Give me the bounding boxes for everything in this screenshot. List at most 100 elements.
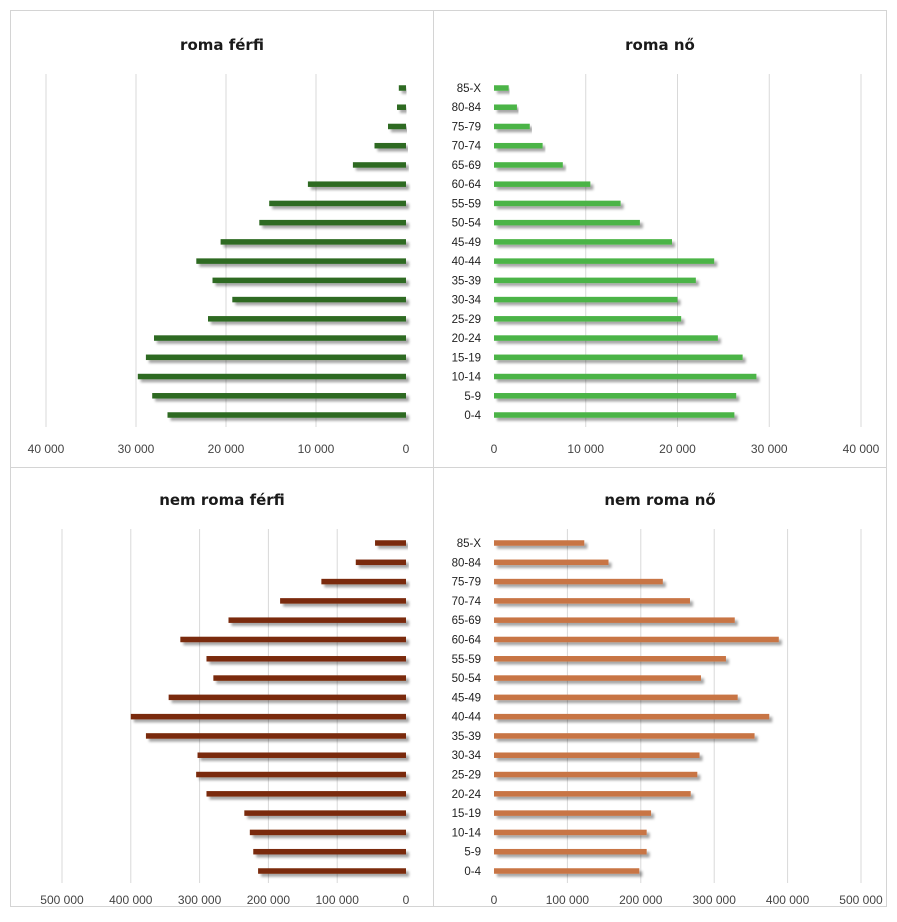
bar-25-29 [196, 771, 406, 778]
bar-75-79 [494, 123, 530, 130]
category-label: 10-14 [452, 827, 482, 839]
bar-60-64 [307, 181, 406, 187]
x-tick-label: 400 000 [109, 893, 153, 907]
panel-roma-ferfi: roma férfi 0 10 000 20 000 30 000 40 000 [28, 36, 410, 456]
bar-20-24 [154, 335, 406, 341]
x-tick-label: 100 000 [316, 893, 360, 907]
category-label: 15-19 [452, 808, 481, 820]
bar-85-X [375, 540, 406, 546]
x-tick-label: 30 000 [118, 442, 155, 456]
bar-10-14 [137, 373, 407, 380]
x-tick-label: 10 000 [567, 442, 604, 456]
x-tick-label: 100 000 [546, 893, 590, 907]
x-tick-label: 20 000 [659, 442, 696, 456]
bar-35-39 [494, 733, 755, 739]
chart-title: roma nő [625, 36, 695, 54]
x-tick-label: 40 000 [28, 442, 65, 456]
bar-30-34 [494, 752, 700, 758]
x-tick-label: 400 000 [766, 893, 810, 907]
bar-5-9 [494, 393, 737, 399]
bar-25-29 [494, 316, 682, 322]
x-tick-label: 500 000 [839, 893, 883, 907]
category-label: 50-54 [452, 218, 482, 230]
bar-55-59 [269, 200, 406, 207]
bar-70-74 [280, 598, 406, 604]
figure-frame [10, 10, 887, 907]
bar-15-19 [494, 354, 743, 361]
category-label: 0-4 [464, 410, 481, 422]
category-label: 55-59 [452, 654, 481, 666]
x-tick-label: 0 [491, 442, 498, 456]
bar-40-44 [494, 258, 715, 264]
category-label: 35-39 [452, 275, 481, 287]
bar-85-X [398, 85, 406, 91]
category-label: 85-X [457, 83, 482, 95]
x-tick-label: 20 000 [208, 442, 245, 456]
category-label: 35-39 [452, 731, 481, 743]
bar-45-49 [220, 239, 406, 245]
bar-35-39 [145, 733, 406, 739]
bar-30-34 [232, 296, 406, 303]
bar-20-24 [494, 335, 718, 341]
x-tick-label: 300 000 [693, 893, 737, 907]
category-label: 50-54 [452, 673, 482, 685]
bar-45-49 [494, 694, 738, 701]
category-label: 70-74 [452, 141, 482, 153]
bar-75-79 [321, 578, 406, 585]
category-label: 85-X [457, 538, 482, 550]
category-label: 60-64 [452, 179, 482, 191]
category-label: 20-24 [452, 333, 482, 345]
panel-nem-roma-ferfi: nem roma férfi 0 100 000 200 000 300 000 400 … [40, 491, 409, 907]
bar-50-54 [494, 675, 701, 681]
category-label: 45-49 [452, 237, 481, 249]
chart-title: nem roma nő [604, 491, 715, 509]
bar-40-44 [494, 713, 770, 720]
bar-70-74 [494, 142, 543, 149]
bar-15-19 [494, 810, 652, 816]
chart-title: roma férfi [180, 36, 264, 54]
bar-30-34 [494, 296, 678, 303]
bar-40-44 [130, 713, 407, 720]
category-label: 70-74 [452, 596, 482, 608]
x-tick-label: 0 [403, 893, 410, 907]
panel-roma-no: roma nő 0 10 000 20 000 30 000 40 000 0-4 5-9 10… [452, 36, 880, 456]
bar-45-49 [168, 694, 406, 701]
category-label: 65-69 [452, 615, 481, 627]
panel-nem-roma-no: nem roma nő 0 100 000 200 000 300 000 400 000… [452, 491, 883, 907]
bar-70-74 [494, 598, 690, 604]
bar-85-X [494, 85, 509, 91]
bar-50-54 [259, 219, 406, 226]
category-label: 75-79 [452, 121, 481, 133]
bar-10-14 [249, 829, 406, 836]
category-label: 65-69 [452, 160, 481, 172]
bar-30-34 [197, 752, 406, 758]
category-label: 10-14 [452, 372, 482, 384]
x-tick-label: 0 [403, 442, 410, 456]
category-label: 20-24 [452, 789, 482, 801]
bar-80-84 [397, 104, 406, 110]
category-label: 15-19 [452, 352, 481, 364]
bar-0-4 [494, 868, 640, 874]
bar-5-9 [152, 393, 406, 399]
bar-50-54 [213, 675, 406, 681]
bar-80-84 [494, 559, 609, 566]
bar-5-9 [494, 848, 647, 855]
category-label: 45-49 [452, 692, 481, 704]
bar-25-29 [494, 771, 698, 778]
bar-75-79 [388, 123, 406, 130]
x-tick-label: 30 000 [751, 442, 788, 456]
bar-80-84 [355, 559, 406, 566]
bar-75-79 [494, 578, 663, 585]
bar-0-4 [258, 868, 406, 874]
category-label: 30-34 [452, 295, 482, 307]
bar-50-54 [494, 219, 640, 226]
bar-15-19 [244, 810, 406, 816]
category-label: 5-9 [464, 391, 481, 403]
bar-55-59 [494, 656, 726, 662]
category-label: 5-9 [464, 847, 481, 859]
bar-20-24 [206, 791, 406, 797]
bar-65-69 [352, 162, 406, 168]
bar-45-49 [494, 239, 672, 245]
category-label: 40-44 [452, 712, 482, 724]
